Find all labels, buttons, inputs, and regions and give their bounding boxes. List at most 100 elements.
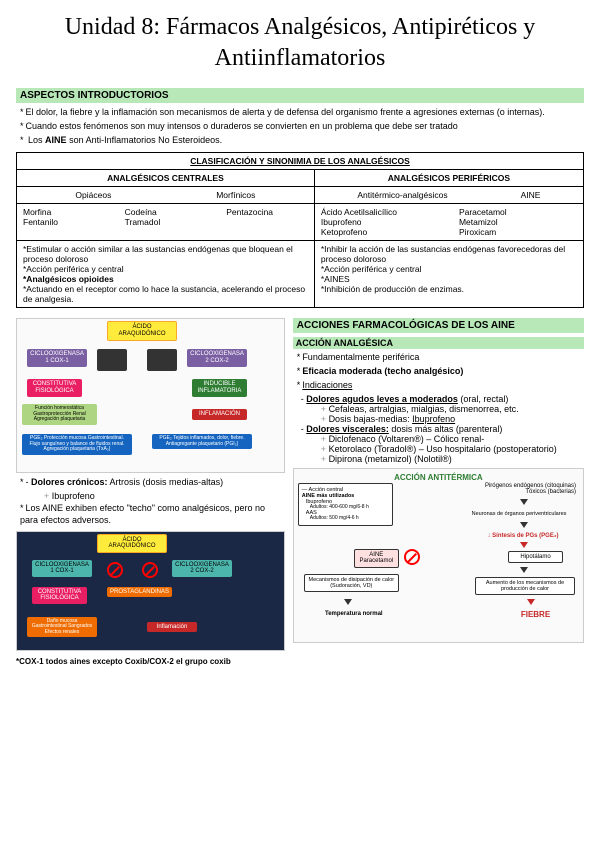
img-placeholder-1 bbox=[97, 349, 127, 371]
box-cox2: CICLOOXIGENASA 2 COX-2 bbox=[187, 349, 247, 366]
intro-bullet-1: El dolor, la fiebre y la inflamación son… bbox=[20, 107, 584, 119]
box-acido2: ÁCIDO ARAQUIDÓNICO bbox=[97, 534, 167, 553]
text: *Acción periférica y central bbox=[321, 264, 577, 274]
bold: Eficacia moderada (techo analgésico) bbox=[302, 366, 463, 376]
text: Morfínicos bbox=[216, 190, 255, 200]
text: Fentanilo bbox=[23, 217, 105, 227]
aine-bold: AINE bbox=[45, 135, 67, 145]
box-const: CONSTITUTIVA FISIOLÓGICA bbox=[27, 379, 82, 396]
prohibition-icon bbox=[404, 549, 420, 565]
box-infl2: Inflamación bbox=[147, 622, 197, 633]
dia3-mec: Mecanismos de disipación de calor (Sudor… bbox=[304, 574, 399, 592]
dia3-temp: Temperatura normal bbox=[314, 609, 394, 620]
r-b10: Dipirona (metamizol) (Nolotil®) bbox=[321, 454, 584, 464]
left-b3: Los AINE exhiben efecto "techo" como ana… bbox=[20, 503, 285, 526]
bold: AINE más utilizados bbox=[302, 493, 355, 499]
two-column-layout: ÁCIDO ARAQUIDÓNICO CICLOOXIGENASA 1 COX-… bbox=[16, 314, 584, 654]
dia3-aine-box: — Acción central AINE más utilizados Ibu… bbox=[298, 483, 393, 526]
underline: Indicaciones bbox=[302, 380, 352, 390]
text: Pentazocina bbox=[226, 207, 308, 217]
bold: *COX-1 todos aines excepto Coxib/COX-2 e… bbox=[16, 657, 231, 666]
box-acido: ÁCIDO ARAQUIDÓNICO bbox=[107, 321, 177, 340]
row3-c2: *Inhibir la acción de las sustancias end… bbox=[314, 241, 583, 308]
r-b2: Eficacia moderada (techo analgésico) bbox=[297, 366, 584, 378]
r-b4: - Dolores agudos leves a moderados (oral… bbox=[301, 394, 584, 404]
text: *Actuando en el receptor como lo hace la… bbox=[23, 284, 308, 304]
diagram-cox-pathway-2: ÁCIDO ARAQUIDÓNICO CICLOOXIGENASA 1 COX-… bbox=[16, 531, 285, 651]
text: *Estimular o acción similar a las sustan… bbox=[23, 244, 308, 264]
text: Piroxicam bbox=[459, 227, 577, 237]
text: Tramadol bbox=[125, 217, 207, 227]
dia3-pgs: ↓ Síntesis de PGs (PGE₂) bbox=[473, 531, 573, 542]
text: Paracetamol bbox=[459, 207, 577, 217]
diagram-cox-pathway-1: ÁCIDO ARAQUIDÓNICO CICLOOXIGENASA 1 COX-… bbox=[16, 318, 285, 473]
text: *Inhibir la acción de las sustancias end… bbox=[321, 244, 577, 264]
dia3-top1: Pirógenos endógenos (citoquinas)Tóxicos … bbox=[479, 481, 579, 498]
row3-c1: *Estimular o acción similar a las sustan… bbox=[17, 241, 315, 308]
text: Codeína bbox=[125, 207, 207, 217]
text: dosis más altas (parenteral) bbox=[389, 424, 503, 434]
prohibition-icon bbox=[107, 562, 123, 578]
box-pge2: PGE₂ Tejidos inflamados, dolor, fiebre. … bbox=[152, 434, 252, 449]
section-analgesica-header: ACCIÓN ANALGÉSICA bbox=[293, 337, 584, 349]
text: *Analgésicos opioides bbox=[23, 274, 308, 284]
classification-table: CLASIFICACIÓN Y SINONIMIA DE LOS ANALGÉS… bbox=[16, 152, 584, 308]
underline: Ibuprofeno bbox=[412, 414, 455, 424]
r-b6: Dosis bajas-medias: Ibuprofeno bbox=[321, 414, 584, 424]
text: Antitérmico-analgésicos bbox=[357, 190, 447, 200]
box-cox1-2: CICLOOXIGENASA 1 COX-1 bbox=[32, 560, 92, 577]
intro-bullet-2: Cuando estos fenómenos son muy intensos … bbox=[20, 121, 584, 133]
r-b3: Indicaciones bbox=[297, 380, 584, 392]
text: *Acción periférica y central bbox=[23, 264, 308, 274]
footnote: *COX-1 todos aines excepto Coxib/COX-2 e… bbox=[16, 657, 584, 666]
text: (oral, rectal) bbox=[458, 394, 509, 404]
text: Ibuprofeno bbox=[321, 217, 439, 227]
page-title: Unidad 8: Fármacos Analgésicos, Antipiré… bbox=[16, 12, 584, 74]
box-induc: INDUCIBLE INFLAMATORIA bbox=[192, 379, 247, 396]
row2-c1: MorfinaFentanilo CodeínaTramadol Pentazo… bbox=[17, 204, 315, 241]
text: *AINES bbox=[321, 274, 577, 284]
dia3-fiebre: FIEBRE bbox=[513, 609, 558, 622]
table-title: CLASIFICACIÓN Y SINONIMIA DE LOS ANALGÉS… bbox=[17, 153, 584, 170]
text: Metamizol bbox=[459, 217, 577, 227]
box-func: Función homeostática Gastroprotección Re… bbox=[22, 404, 97, 425]
text: AINE bbox=[521, 190, 541, 200]
dia3-neu: Neuronas de órganos periventriculares bbox=[459, 509, 579, 519]
box-prost: PROSTAGLANDINAS bbox=[107, 587, 172, 598]
dia3-aum: Aumento de los mecanismos de producción … bbox=[475, 577, 575, 595]
r-b8: Diclofenaco (Voltaren®) – Cólico renal- bbox=[321, 434, 584, 444]
row2-c2: Ácido AcetilsalicílicoIbuprofenoKetoprof… bbox=[314, 204, 583, 241]
box-cox1: CICLOOXIGENASA 1 COX-1 bbox=[27, 349, 87, 366]
text: Ácido Acetilsalicílico bbox=[321, 207, 439, 217]
left-b2: Ibuprofeno bbox=[44, 491, 285, 501]
text: *Inhibición de producción de enzimas. bbox=[321, 284, 577, 294]
intro-bullet-3: Los AINE son Anti-Inflamatorios No Ester… bbox=[20, 135, 584, 147]
img-placeholder-2 bbox=[147, 349, 177, 371]
text: Ketoprofeno bbox=[321, 227, 439, 237]
bold-u: Dolores agudos leves a moderados bbox=[306, 394, 458, 404]
prohibition-icon bbox=[142, 562, 158, 578]
box-pge1: PGE₂ Protección mucosa Gastrointestinal.… bbox=[22, 434, 132, 455]
row1-c2: Antitérmico-analgésicos AINE bbox=[314, 187, 583, 204]
r-b9: Ketorolaco (Toradol®) – Uso hospitalario… bbox=[321, 444, 584, 454]
col-perifericos: ANALGÉSICOS PERIFÉRICOS bbox=[314, 170, 583, 187]
col-centrales: ANALGÉSICOS CENTRALES bbox=[17, 170, 315, 187]
text: Morfina bbox=[23, 207, 105, 217]
dia3-hipo: Hipotálamo bbox=[508, 551, 563, 564]
r-b5: Cefaleas, artralgias, mialgias, dismenor… bbox=[321, 404, 584, 414]
box-const2: CONSTITUTIVA FISIOLÓGICA bbox=[32, 587, 87, 604]
text: Opiáceos bbox=[75, 190, 111, 200]
text: Los bbox=[28, 135, 45, 145]
box-infl: INFLAMACIÓN bbox=[192, 409, 247, 420]
left-b1: - Dolores crónicos: Artrosis (dosis medi… bbox=[20, 477, 285, 489]
row1-c1: Opiáceos Morfínicos bbox=[17, 187, 315, 204]
text: son Anti-Inflamatorios No Esteroideos. bbox=[67, 135, 223, 145]
box-gastro: Daño mucosa Gastrointestinal Sangrados E… bbox=[27, 617, 97, 638]
text: Artrosis (dosis medias-altas) bbox=[108, 477, 224, 487]
r-b7: - Dolores viscerales: dosis más altas (p… bbox=[301, 424, 584, 434]
box-cox2-2: CICLOOXIGENASA 2 COX-2 bbox=[172, 560, 232, 577]
section-intro-header: ASPECTOS INTRODUCTORIOS bbox=[16, 88, 584, 103]
section-acciones-header: ACCIONES FARMACOLÓGICAS DE LOS AINE bbox=[293, 318, 584, 333]
diagram-antitermica: ACCIÓN ANTITÉRMICA Pirógenos endógenos (… bbox=[293, 468, 584, 643]
r-b1: Fundamentalmente periférica bbox=[297, 352, 584, 364]
